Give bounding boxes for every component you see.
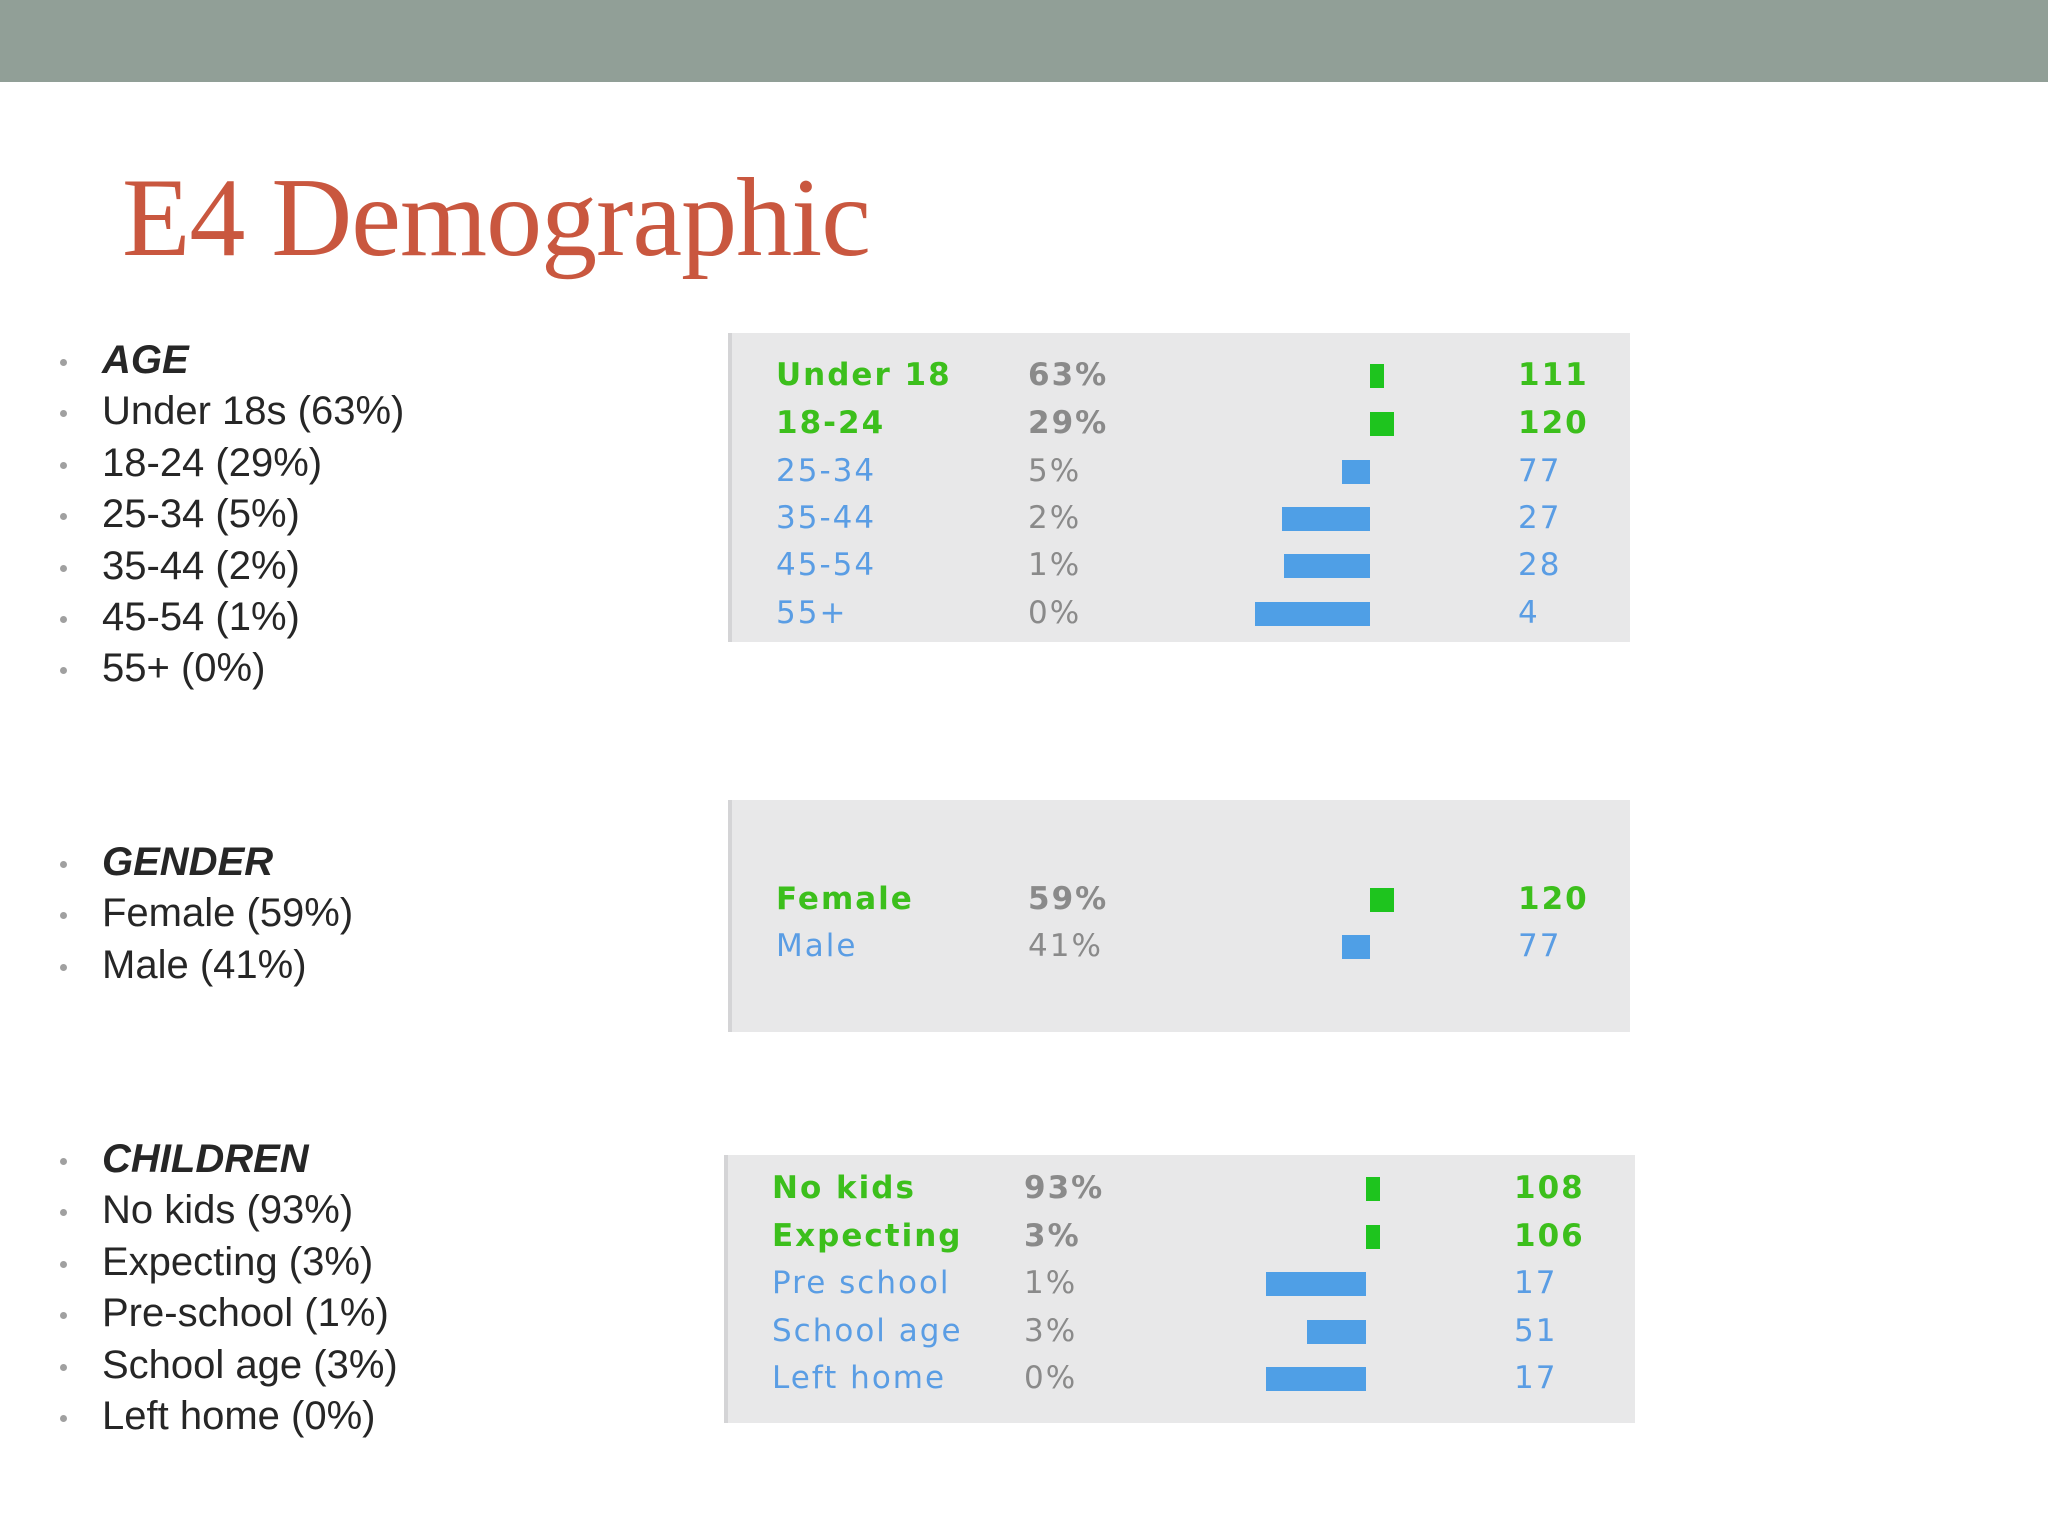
list-item: Female (59%) bbox=[60, 888, 353, 939]
gender-bullet-list: GENDER Female (59%) Male (41%) bbox=[60, 837, 353, 991]
stat-label: Male bbox=[776, 928, 858, 964]
stat-count: 28 bbox=[1518, 547, 1562, 583]
stat-percent: 41% bbox=[1028, 928, 1103, 964]
stat-bar bbox=[1366, 1177, 1380, 1201]
stat-percent: 63% bbox=[1028, 357, 1109, 393]
stat-label: 35-44 bbox=[776, 500, 877, 536]
stat-percent: 1% bbox=[1028, 547, 1082, 583]
stat-label: 18-24 bbox=[776, 405, 886, 441]
stat-count: 17 bbox=[1514, 1265, 1558, 1301]
stat-bar bbox=[1342, 935, 1370, 959]
stat-percent: 2% bbox=[1028, 500, 1082, 536]
table-row: 55+ 0% 4 bbox=[732, 589, 1630, 637]
stat-percent: 3% bbox=[1024, 1218, 1081, 1254]
stat-percent: 0% bbox=[1028, 595, 1082, 631]
table-row: 25-34 5% 77 bbox=[732, 447, 1630, 495]
age-heading: AGE bbox=[60, 335, 404, 386]
list-item: Expecting (3%) bbox=[60, 1237, 398, 1288]
top-accent-bar bbox=[0, 0, 2048, 82]
stat-label: School age bbox=[772, 1313, 963, 1349]
stat-bar bbox=[1266, 1367, 1366, 1391]
table-row: Pre school 1% 17 bbox=[728, 1259, 1635, 1307]
stat-bar bbox=[1370, 888, 1394, 912]
age-stats-panel: Under 18 63% 111 18-24 29% 120 25-34 5% … bbox=[728, 333, 1630, 642]
stat-bar bbox=[1266, 1272, 1366, 1296]
stat-count: 120 bbox=[1518, 881, 1589, 917]
stat-bar bbox=[1307, 1320, 1366, 1344]
stat-count: 77 bbox=[1518, 928, 1562, 964]
stat-label: 55+ bbox=[776, 595, 848, 631]
table-row: 35-44 2% 27 bbox=[732, 494, 1630, 542]
table-row: Under 18 63% 111 bbox=[732, 351, 1630, 399]
stat-bar bbox=[1342, 460, 1370, 484]
table-row: 45-54 1% 28 bbox=[732, 541, 1630, 589]
list-item: 18-24 (29%) bbox=[60, 438, 404, 489]
table-row: School age 3% 51 bbox=[728, 1307, 1635, 1355]
children-bullet-list: CHILDREN No kids (93%) Expecting (3%) Pr… bbox=[60, 1134, 398, 1442]
stat-label: 45-54 bbox=[776, 547, 877, 583]
list-item: No kids (93%) bbox=[60, 1185, 398, 1236]
age-bullet-list: AGE Under 18s (63%) 18-24 (29%) 25-34 (5… bbox=[60, 335, 404, 695]
stat-count: 111 bbox=[1518, 357, 1589, 393]
stat-count: 51 bbox=[1514, 1313, 1558, 1349]
stat-percent: 59% bbox=[1028, 881, 1109, 917]
stat-count: 77 bbox=[1518, 453, 1562, 489]
stat-percent: 3% bbox=[1024, 1313, 1078, 1349]
table-row: Left home 0% 17 bbox=[728, 1354, 1635, 1402]
stat-count: 108 bbox=[1514, 1170, 1585, 1206]
list-item: Left home (0%) bbox=[60, 1391, 398, 1442]
stat-percent: 1% bbox=[1024, 1265, 1078, 1301]
children-stats-panel: No kids 93% 108 Expecting 3% 106 Pre sch… bbox=[724, 1155, 1635, 1423]
table-row: Female 59% 120 bbox=[732, 875, 1630, 923]
list-item: Under 18s (63%) bbox=[60, 386, 404, 437]
gender-stats-panel: Female 59% 120 Male 41% 77 bbox=[728, 800, 1630, 1032]
table-row: Male 41% 77 bbox=[732, 922, 1630, 970]
stat-count: 17 bbox=[1514, 1360, 1558, 1396]
gender-heading: GENDER bbox=[60, 837, 353, 888]
stat-count: 120 bbox=[1518, 405, 1589, 441]
stat-bar bbox=[1255, 602, 1370, 626]
stat-bar bbox=[1284, 554, 1370, 578]
stat-bar bbox=[1282, 507, 1370, 531]
stat-label: 25-34 bbox=[776, 453, 877, 489]
stat-label: Expecting bbox=[772, 1218, 963, 1254]
slide-title: E4 Demographic bbox=[122, 156, 871, 280]
stat-label: Pre school bbox=[772, 1265, 951, 1301]
stat-label: No kids bbox=[772, 1170, 916, 1206]
stat-bar bbox=[1370, 364, 1384, 388]
stat-percent: 5% bbox=[1028, 453, 1082, 489]
list-item: 25-34 (5%) bbox=[60, 489, 404, 540]
stat-label: Under 18 bbox=[776, 357, 952, 393]
stat-percent: 0% bbox=[1024, 1360, 1078, 1396]
stat-count: 4 bbox=[1518, 595, 1540, 631]
stat-bar bbox=[1370, 412, 1394, 436]
stat-count: 27 bbox=[1518, 500, 1562, 536]
list-item: Male (41%) bbox=[60, 940, 353, 991]
stat-bar bbox=[1366, 1225, 1380, 1249]
stat-count: 106 bbox=[1514, 1218, 1585, 1254]
table-row: 18-24 29% 120 bbox=[732, 399, 1630, 447]
list-item: School age (3%) bbox=[60, 1340, 398, 1391]
children-heading: CHILDREN bbox=[60, 1134, 398, 1185]
list-item: 35-44 (2%) bbox=[60, 541, 404, 592]
stat-percent: 29% bbox=[1028, 405, 1109, 441]
list-item: 45-54 (1%) bbox=[60, 592, 404, 643]
table-row: No kids 93% 108 bbox=[728, 1164, 1635, 1212]
stat-label: Female bbox=[776, 881, 914, 917]
stat-percent: 93% bbox=[1024, 1170, 1105, 1206]
stat-label: Left home bbox=[772, 1360, 947, 1396]
list-item: 55+ (0%) bbox=[60, 643, 404, 694]
list-item: Pre-school (1%) bbox=[60, 1288, 398, 1339]
table-row: Expecting 3% 106 bbox=[728, 1212, 1635, 1260]
